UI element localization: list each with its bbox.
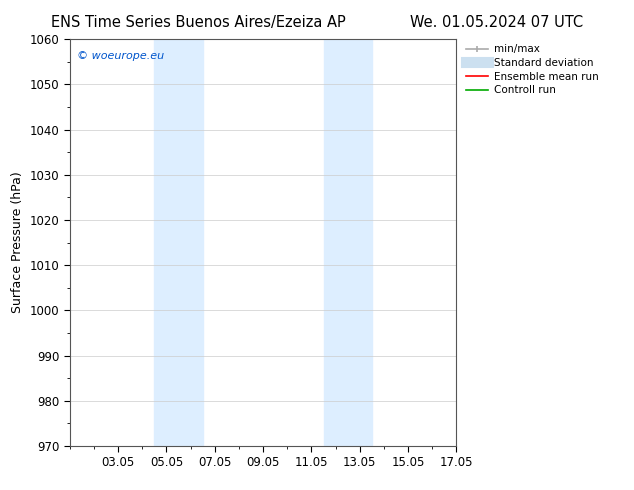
Text: ENS Time Series Buenos Aires/Ezeiza AP: ENS Time Series Buenos Aires/Ezeiza AP bbox=[51, 15, 346, 30]
Bar bbox=[323, 39, 372, 446]
Legend: min/max, Standard deviation, Ensemble mean run, Controll run: min/max, Standard deviation, Ensemble me… bbox=[465, 45, 598, 96]
Text: © woeurope.eu: © woeurope.eu bbox=[77, 51, 165, 61]
Text: We. 01.05.2024 07 UTC: We. 01.05.2024 07 UTC bbox=[410, 15, 583, 30]
Y-axis label: Surface Pressure (hPa): Surface Pressure (hPa) bbox=[11, 172, 24, 314]
Bar bbox=[154, 39, 203, 446]
